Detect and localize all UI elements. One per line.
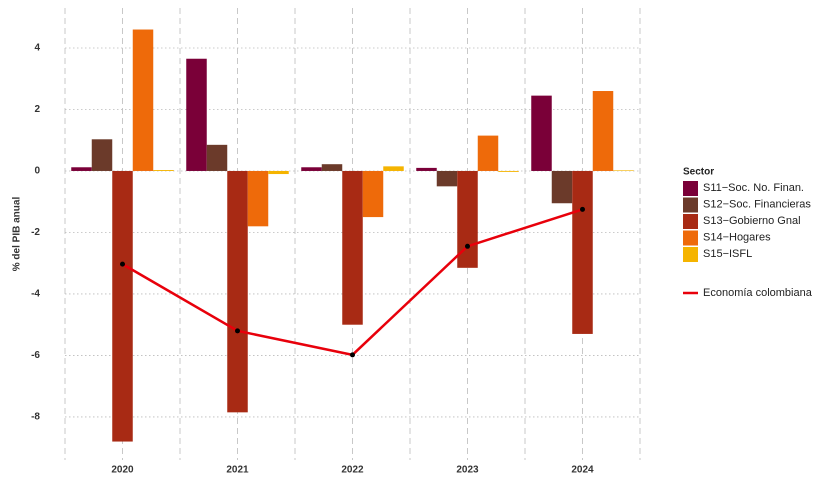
bar bbox=[531, 95, 552, 171]
bar bbox=[572, 170, 593, 334]
legend-swatch bbox=[683, 230, 698, 246]
y-tick-label: -2 bbox=[31, 227, 40, 238]
legend-label: S14−Hogares bbox=[703, 231, 771, 243]
bar bbox=[416, 167, 437, 171]
bar bbox=[112, 170, 133, 442]
y-tick-label: -6 bbox=[31, 350, 40, 361]
y-tick-label: 4 bbox=[34, 43, 40, 54]
y-tick-label: -4 bbox=[31, 289, 40, 300]
y-tick-label: -8 bbox=[31, 412, 40, 423]
bar bbox=[301, 167, 322, 171]
y-tick-label: 2 bbox=[34, 104, 40, 115]
bar bbox=[551, 170, 573, 204]
legend-label: Economía colombiana bbox=[703, 287, 813, 299]
legend-label: S15−ISFL bbox=[703, 248, 752, 260]
bar bbox=[71, 167, 92, 171]
line-point bbox=[235, 328, 240, 334]
legend-swatch bbox=[683, 181, 698, 196]
line-point bbox=[350, 352, 355, 358]
x-tick-label: 2021 bbox=[226, 465, 249, 476]
line-point bbox=[580, 206, 585, 212]
bar bbox=[91, 139, 113, 171]
x-tick-label: 2023 bbox=[456, 465, 479, 476]
bar bbox=[186, 58, 207, 171]
bar bbox=[362, 170, 384, 218]
legend-title: Sector bbox=[683, 167, 714, 178]
legend-swatch bbox=[683, 197, 698, 213]
y-tick-label: 0 bbox=[34, 166, 40, 177]
legend-label: S12−Soc. Financieras bbox=[703, 198, 811, 210]
line-point bbox=[120, 261, 125, 267]
bar bbox=[613, 170, 634, 171]
line-point bbox=[465, 243, 470, 249]
bar bbox=[247, 170, 269, 227]
legend-label: S13−Gobierno Gnal bbox=[703, 215, 801, 227]
bar bbox=[592, 91, 614, 171]
bar bbox=[383, 166, 404, 171]
bar bbox=[321, 164, 343, 171]
bar bbox=[132, 29, 154, 171]
bar bbox=[227, 170, 248, 413]
x-tick-label: 2024 bbox=[571, 465, 594, 476]
legend-swatch bbox=[683, 214, 698, 229]
y-axis-label: % del PIB anual bbox=[12, 197, 23, 272]
bar bbox=[477, 135, 499, 171]
bar bbox=[436, 170, 458, 187]
bar bbox=[153, 170, 174, 171]
x-tick-label: 2020 bbox=[111, 465, 134, 476]
bar bbox=[206, 144, 228, 171]
bar bbox=[268, 170, 289, 175]
x-tick-label: 2022 bbox=[341, 465, 364, 476]
bar bbox=[498, 170, 519, 172]
legend-label: S11−Soc. No. Finan. bbox=[703, 182, 804, 194]
legend-swatch bbox=[683, 247, 698, 262]
bar bbox=[342, 170, 363, 325]
